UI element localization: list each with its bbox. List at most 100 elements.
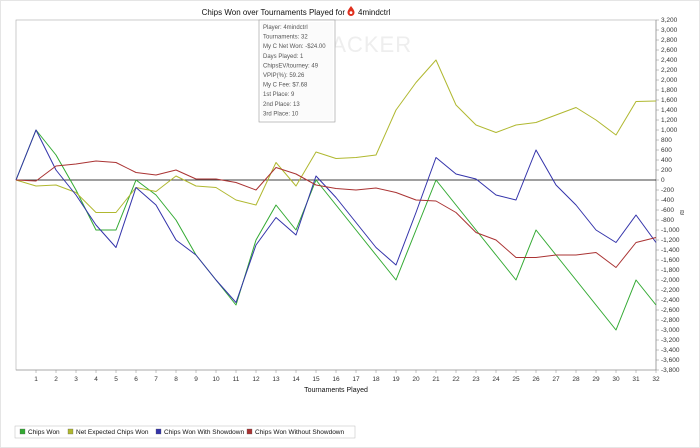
y-tick-label: 2,600 [661, 47, 678, 54]
y-tick-label: -2,800 [661, 317, 680, 324]
y-tick-label: -2,600 [661, 307, 680, 314]
y-axis-marker-icon: ₪ [678, 210, 684, 215]
x-tick-label: 16 [332, 376, 340, 383]
tooltip-line: ChipsEV/tourney: 49 [263, 63, 319, 69]
legend-swatch [67, 428, 74, 435]
chart-title: Chips Won over Tournaments Played for [202, 8, 346, 17]
x-tick-label: 20 [412, 376, 420, 383]
x-tick-label: 27 [552, 376, 560, 383]
x-tick-label: 29 [592, 376, 600, 383]
series-layer [15, 59, 657, 331]
legend-swatch [246, 428, 253, 435]
tooltip-line: My C Fee: $7.68 [263, 83, 308, 89]
y-tick-label: -3,800 [661, 367, 680, 374]
x-tick-label: 9 [194, 376, 198, 383]
x-tick-label: 5 [114, 376, 118, 383]
y-tick-label: 1,000 [661, 127, 678, 134]
player-name: 4mindctrl [358, 8, 391, 17]
tooltip-line: 3rd Place: 10 [263, 111, 299, 117]
x-tick-label: 32 [652, 376, 660, 383]
x-tick-label: 14 [292, 376, 300, 383]
y-tick-label: 1,200 [661, 117, 678, 124]
x-tick-label: 1 [34, 376, 38, 383]
y-tick-label: -2,400 [661, 297, 680, 304]
x-tick-label: 28 [572, 376, 580, 383]
y-tick-label: -3,600 [661, 357, 680, 364]
x-tick-label: 19 [392, 376, 400, 383]
chart-title-group: Chips Won over Tournaments Played for 4m… [202, 6, 391, 17]
x-tick-label: 13 [272, 376, 280, 383]
tooltip-line: Days Played: 1 [263, 54, 304, 60]
y-tick-label: 800 [661, 137, 672, 144]
y-tick-label: -1,800 [661, 267, 680, 274]
x-tick-label: 17 [352, 376, 360, 383]
x-tick-label: 12 [252, 376, 260, 383]
tooltip: Player: 4mindctrl Tournaments: 32 My C Net… [258, 19, 336, 123]
y-tick-label: 400 [661, 157, 672, 164]
tooltip-line: 2nd Place: 13 [263, 102, 300, 108]
y-tick-label: 2,200 [661, 67, 678, 74]
legend-items: Chips Won Net Expected Chips Won Chips Won… [19, 428, 345, 436]
tooltip-line: Player: 4mindctrl [263, 25, 308, 31]
tooltip-line: 1st Place: 9 [263, 92, 295, 98]
x-tick-label: 4 [94, 376, 98, 383]
x-axis-title: Tournaments Played [304, 387, 368, 394]
y-tick-label: -800 [661, 217, 674, 224]
x-tick-label: 6 [134, 376, 138, 383]
tooltip-line: VPIP(%): 59.26 [263, 73, 305, 79]
y-tick-label: -1,000 [661, 227, 680, 234]
x-tick-label: 2 [54, 376, 58, 383]
y-tick-label: 2,000 [661, 77, 678, 84]
x-tick-label: 25 [512, 376, 520, 383]
legend-swatch [155, 428, 162, 435]
y-tick-label: -400 [661, 197, 674, 204]
y-tick-label: -1,600 [661, 257, 680, 264]
x-axis: 1 2 3 4 5 6 7 8 9 10 11 12 13 14 15 16 17 18 19 20 21 22 23 24 2… [16, 369, 660, 383]
y-tick-label: -3,400 [661, 347, 680, 354]
y-tick-label: 0 [661, 177, 665, 184]
legend-frame [14, 425, 356, 439]
legend-label: Chips Won With Showdown [164, 429, 244, 436]
legend: Chips Won Net Expected Chips Won Chips Won… [14, 425, 356, 439]
x-tick-label: 23 [472, 376, 480, 383]
x-tick-label: 21 [432, 376, 440, 383]
y-tick-label: -3,200 [661, 337, 680, 344]
legend-swatch [19, 428, 26, 435]
player-site-icon [347, 6, 355, 16]
tooltip-line: Tournaments: 32 [263, 35, 308, 41]
x-tick-label: 18 [372, 376, 380, 383]
y-tick-label: -600 [661, 207, 674, 214]
y-tick-label: -2,200 [661, 287, 680, 294]
y-tick-label: 1,800 [661, 87, 678, 94]
legend-label: Chips Won Without Showdown [255, 429, 345, 436]
y-tick-label: 2,400 [661, 57, 678, 64]
x-tick-label: 22 [452, 376, 460, 383]
y-tick-label: -1,400 [661, 247, 680, 254]
x-tick-label: 10 [212, 376, 220, 383]
tooltip-line: My C Net Won: -$24.00 [263, 44, 326, 50]
x-tick-label: 8 [174, 376, 178, 383]
x-tick-label: 15 [312, 376, 320, 383]
y-tick-label: -1,200 [661, 237, 680, 244]
legend-label: Net Expected Chips Won [76, 429, 149, 436]
x-tick-label: 30 [612, 376, 620, 383]
x-tick-label: 7 [154, 376, 158, 383]
series-line-chips-won-without-showdown [15, 160, 657, 268]
x-tick-label: 26 [532, 376, 540, 383]
x-tick-label: 24 [492, 376, 500, 383]
x-tick-label: 3 [74, 376, 78, 383]
legend-label: Chips Won [28, 429, 60, 436]
series-line-chips-won [15, 129, 657, 331]
x-tick-label: 31 [632, 376, 640, 383]
y-tick-label: 1,600 [661, 97, 678, 104]
y-tick-label: 1,400 [661, 107, 678, 114]
y-tick-label: -200 [661, 187, 674, 194]
y-tick-label: 3,200 [661, 17, 678, 24]
y-tick-label: -2,000 [661, 277, 680, 284]
y-axis: 3,200 3,000 2,800 2,600 2,400 2,200 2,000 1,800… [655, 17, 680, 374]
y-tick-label: 2,800 [661, 37, 678, 44]
x-tick-label: 11 [233, 376, 240, 383]
y-tick-label: 3,000 [661, 27, 678, 34]
